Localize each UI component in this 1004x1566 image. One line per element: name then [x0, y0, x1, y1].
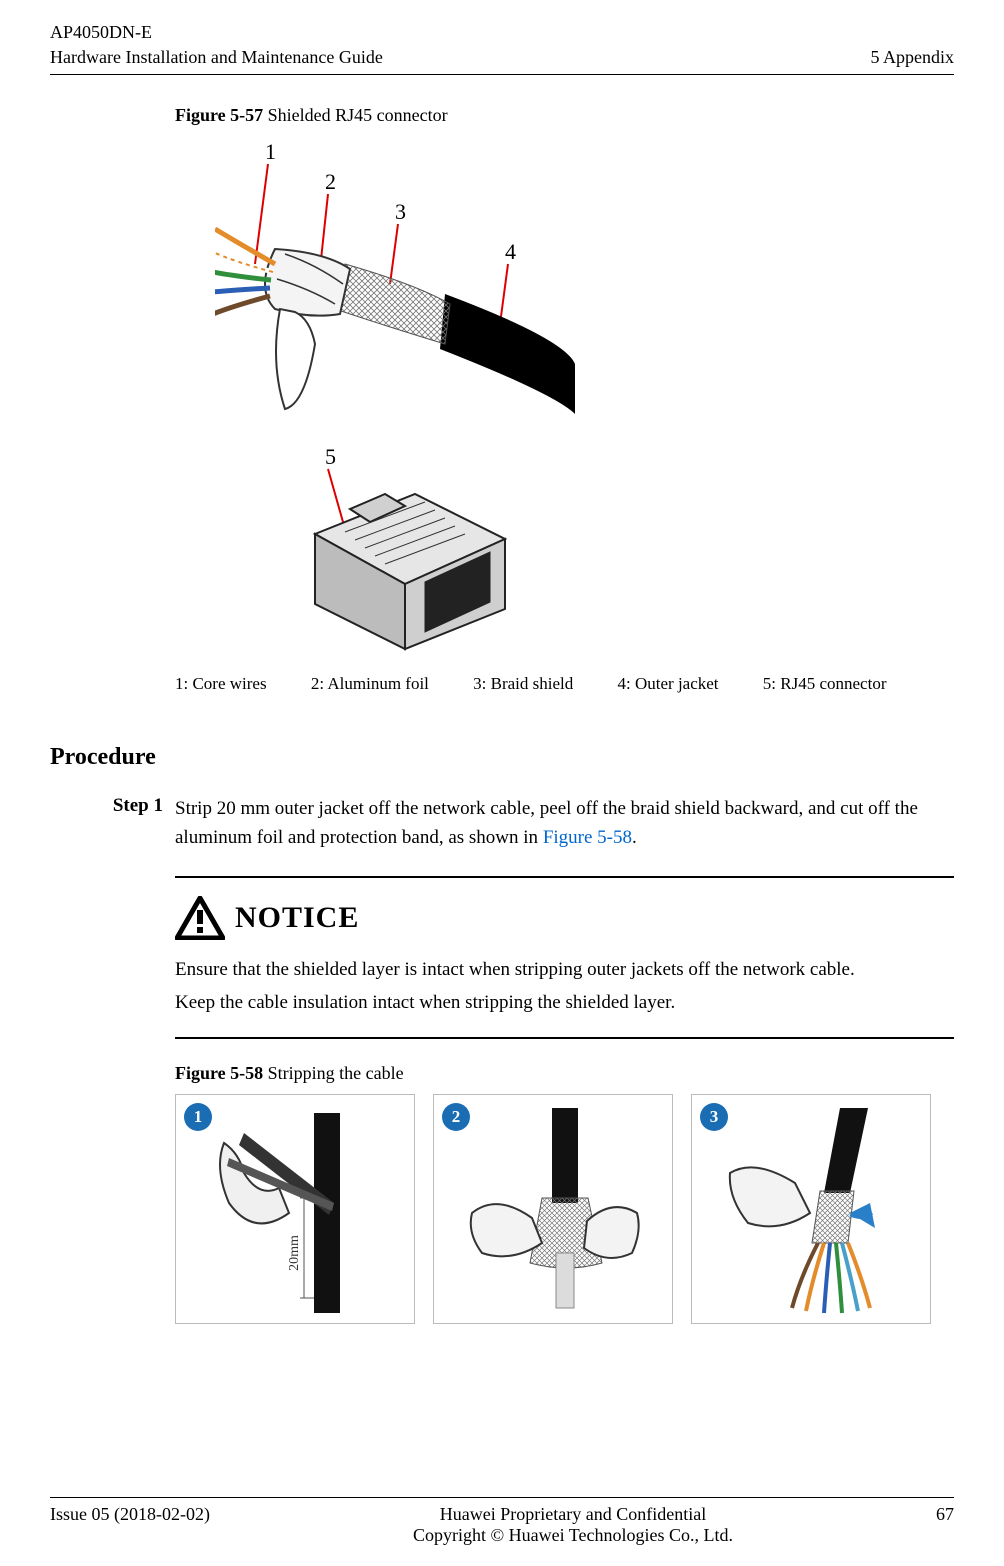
step-1-text: Strip 20 mm outer jacket off the network… — [175, 795, 954, 852]
callout-4: 4 — [505, 239, 516, 264]
step-1-label: Step 1 — [105, 795, 175, 852]
header-section: 5 Appendix — [871, 45, 955, 70]
warning-triangle-icon — [175, 896, 225, 940]
footer-line-1: Huawei Proprietary and Confidential — [210, 1504, 936, 1525]
cable-jacket-3 — [824, 1108, 868, 1193]
core-wires-3 — [792, 1243, 870, 1313]
panel-1: 1 20mm — [175, 1094, 415, 1324]
figure-57-title: Shielded RJ45 connector — [263, 105, 447, 125]
panel-3-illustration — [700, 1103, 922, 1315]
leader-3 — [390, 224, 398, 284]
procedure-heading: Procedure — [50, 744, 954, 771]
leader-4 — [500, 264, 508, 324]
footer-page: 67 — [936, 1504, 954, 1546]
panel-2-badge: 2 — [442, 1103, 470, 1131]
footer-center: Huawei Proprietary and Confidential Copy… — [210, 1504, 936, 1546]
strip-panels: 1 20mm — [175, 1094, 954, 1324]
footer-issue: Issue 05 (2018-02-02) — [50, 1504, 210, 1546]
figure-57-caption: Figure 5-57 Shielded RJ45 connector — [175, 105, 954, 126]
figure-57-legend: 1: Core wires 2: Aluminum foil 3: Braid … — [175, 674, 954, 694]
notice-block: NOTICE Ensure that the shielded layer is… — [175, 876, 954, 1039]
outer-jacket — [440, 294, 575, 414]
legend-2: 2: Aluminum foil — [311, 674, 429, 694]
notice-text: Ensure that the shielded layer is intact… — [175, 954, 954, 1019]
notice-header: NOTICE — [175, 896, 954, 940]
panel-3-badge: 3 — [700, 1103, 728, 1131]
step-1: Step 1 Strip 20 mm outer jacket off the … — [175, 795, 954, 852]
panel-1-badge: 1 — [184, 1103, 212, 1131]
figure-58-title: Stripping the cable — [263, 1063, 403, 1083]
legend-5: 5: RJ45 connector — [763, 674, 887, 694]
panel-2-illustration — [442, 1103, 664, 1315]
doc-model: AP4050DN-E — [50, 20, 383, 45]
leader-5 — [328, 469, 345, 529]
panel-2: 2 — [433, 1094, 673, 1324]
braid-shield — [335, 264, 450, 344]
figure-58-reference-link[interactable]: Figure 5-58 — [543, 827, 632, 848]
core-wires — [215, 229, 275, 314]
legend-1: 1: Core wires — [175, 674, 267, 694]
page-content: Figure 5-57 Shielded RJ45 connector 1 2 … — [50, 105, 954, 1324]
figure-58-number: Figure 5-58 — [175, 1063, 263, 1083]
hand-left-2 — [471, 1204, 542, 1256]
legend-4: 4: Outer jacket — [618, 674, 719, 694]
rj45-connector — [315, 494, 505, 649]
braid-3 — [812, 1191, 854, 1243]
figure-58: Figure 5-58 Stripping the cable 1 20mm — [175, 1063, 954, 1324]
page-header: AP4050DN-E Hardware Installation and Mai… — [50, 20, 954, 75]
panel-3: 3 — [691, 1094, 931, 1324]
page-footer: Issue 05 (2018-02-02) Huawei Proprietary… — [50, 1497, 954, 1546]
footer-line-2: Copyright © Huawei Technologies Co., Ltd… — [210, 1525, 936, 1546]
figure-57-image: 1 2 3 4 — [175, 134, 954, 654]
aluminum-foil — [265, 249, 350, 316]
callout-2: 2 — [325, 169, 336, 194]
notice-line-1: Ensure that the shielded layer is intact… — [175, 954, 954, 986]
leader-1 — [255, 164, 268, 264]
notice-line-2: Keep the cable insulation intact when st… — [175, 987, 954, 1019]
callout-3: 3 — [395, 199, 406, 224]
dim-text: 20mm — [287, 1235, 302, 1271]
callout-5: 5 — [325, 444, 336, 469]
notice-title: NOTICE — [235, 901, 359, 935]
foil-flap — [276, 309, 315, 409]
legend-3: 3: Braid shield — [473, 674, 573, 694]
header-left: AP4050DN-E Hardware Installation and Mai… — [50, 20, 383, 70]
hand-3 — [730, 1167, 810, 1226]
callout-1: 1 — [265, 139, 276, 164]
cable-jacket-upper — [552, 1108, 578, 1203]
step-1-text-b: . — [632, 827, 637, 848]
panel-1-illustration: 20mm — [184, 1103, 406, 1315]
doc-title: Hardware Installation and Maintenance Gu… — [50, 45, 383, 70]
figure-57-number: Figure 5-57 — [175, 105, 263, 125]
shielded-rj45-diagram: 1 2 3 4 — [215, 134, 575, 654]
inner-foil — [556, 1253, 574, 1308]
figure-58-caption: Figure 5-58 Stripping the cable — [175, 1063, 954, 1084]
hand-right-2 — [584, 1207, 639, 1258]
